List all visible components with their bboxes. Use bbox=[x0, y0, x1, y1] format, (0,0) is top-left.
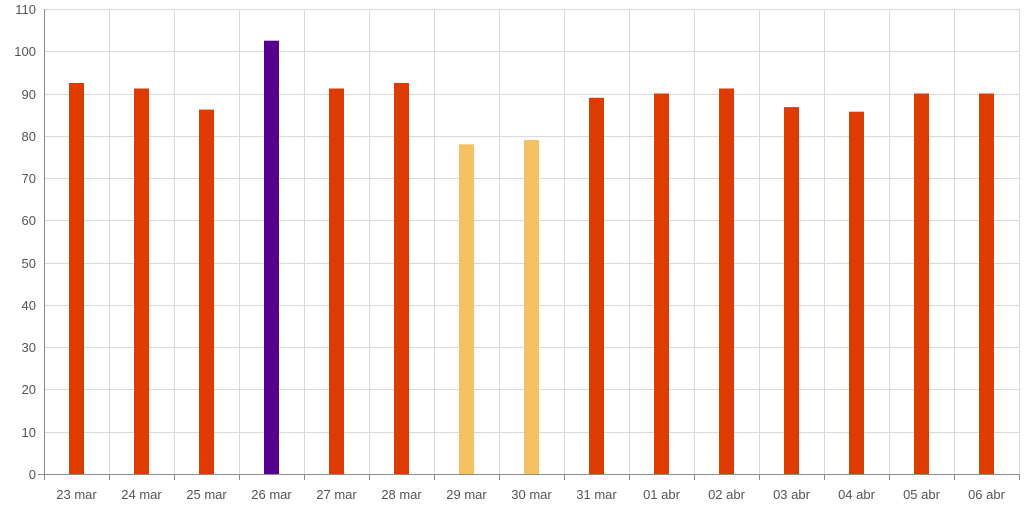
x-tick-label: 06 abr bbox=[968, 487, 1006, 502]
bar-03-abr[interactable] bbox=[784, 107, 799, 474]
y-tick-label: 50 bbox=[22, 256, 36, 271]
bar-23-mar[interactable] bbox=[69, 83, 84, 474]
axes bbox=[38, 9, 1020, 480]
bar-31-mar[interactable] bbox=[589, 97, 604, 475]
x-tick-label: 23 mar bbox=[56, 487, 97, 502]
y-axis-tick-labels: 0 10 20 30 40 50 60 70 80 90 100 110 bbox=[14, 2, 36, 482]
bar-25-mar[interactable] bbox=[199, 109, 214, 474]
y-tick-label: 110 bbox=[15, 2, 36, 17]
y-tick-label: 100 bbox=[14, 44, 36, 59]
x-tick-label: 31 mar bbox=[576, 487, 617, 502]
bar-27-mar[interactable] bbox=[329, 88, 344, 475]
x-tick-label: 30 mar bbox=[511, 487, 552, 502]
bar-26-mar[interactable] bbox=[264, 40, 279, 474]
x-tick-label: 05 abr bbox=[903, 487, 941, 502]
y-tick-label: 90 bbox=[22, 87, 36, 102]
bar-series bbox=[69, 40, 994, 475]
x-tick-label: 25 mar bbox=[186, 487, 227, 502]
bar-05-abr[interactable] bbox=[914, 93, 929, 475]
x-tick-label: 04 abr bbox=[838, 487, 876, 502]
x-axis-tick-labels: 23 mar 24 mar 25 mar 26 mar 27 mar 28 mar 29 m… bbox=[56, 487, 1005, 502]
y-tick-label: 0 bbox=[29, 467, 36, 482]
y-tick-label: 60 bbox=[22, 213, 36, 228]
y-tick-label: 20 bbox=[22, 382, 36, 397]
bar-24-mar[interactable] bbox=[134, 88, 149, 475]
x-tick-label: 03 abr bbox=[773, 487, 811, 502]
x-tick-label: 29 mar bbox=[446, 487, 487, 502]
bar-29-mar[interactable] bbox=[459, 144, 474, 475]
x-tick-label: 28 mar bbox=[381, 487, 422, 502]
bar-30-mar[interactable] bbox=[524, 140, 539, 474]
x-tick-label: 02 abr bbox=[708, 487, 746, 502]
y-tick-label: 40 bbox=[22, 298, 36, 313]
y-tick-label: 70 bbox=[22, 171, 36, 186]
x-tick-label: 26 mar bbox=[251, 487, 292, 502]
bar-01-abr[interactable] bbox=[654, 93, 669, 475]
x-tick-label: 01 abr bbox=[643, 487, 681, 502]
bar-02-abr[interactable] bbox=[719, 88, 734, 475]
y-tick-label: 10 bbox=[22, 425, 36, 440]
y-tick-label: 30 bbox=[22, 340, 36, 355]
y-tick-label: 80 bbox=[22, 129, 36, 144]
bar-06-abr[interactable] bbox=[979, 93, 994, 475]
x-tick-label: 24 mar bbox=[121, 487, 162, 502]
bar-28-mar[interactable] bbox=[394, 83, 409, 474]
x-tick-label: 27 mar bbox=[316, 487, 357, 502]
bar-04-abr[interactable] bbox=[849, 111, 864, 474]
